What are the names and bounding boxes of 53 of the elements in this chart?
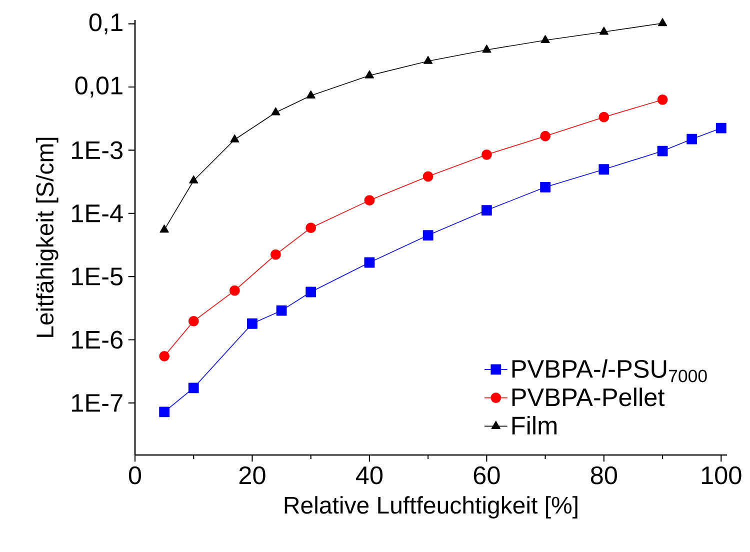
- point: [306, 90, 316, 98]
- point: [540, 182, 550, 192]
- point: [658, 18, 668, 26]
- x-tick-label: 60: [474, 466, 500, 484]
- y-tick-label: 1E-6: [72, 330, 122, 349]
- legend-label: PVBPA-Pellet: [512, 388, 665, 406]
- x-tick-label: 40: [356, 466, 383, 484]
- point: [306, 222, 316, 234]
- point: [657, 146, 668, 156]
- point: [364, 70, 374, 78]
- x-tick-label: 80: [590, 466, 617, 484]
- y-tick-label: 1E-3: [72, 141, 122, 160]
- point: [230, 134, 240, 142]
- point: [598, 164, 610, 175]
- point: [657, 94, 668, 105]
- point: [229, 285, 240, 296]
- point: [540, 35, 550, 44]
- point: [424, 56, 433, 64]
- y-axis-title: Leitfähigkeit [S/cm]: [36, 138, 58, 337]
- y-tick-label: 1E-7: [72, 394, 122, 412]
- y-tick-label: 1E-4: [72, 204, 123, 222]
- point: [482, 44, 492, 53]
- point: [270, 249, 281, 260]
- point: [599, 26, 608, 35]
- point: [686, 134, 698, 144]
- point: [189, 175, 198, 184]
- point: [159, 350, 170, 362]
- x-tick-label: 20: [239, 466, 266, 484]
- point: [159, 406, 170, 418]
- legend-label: Film: [512, 416, 556, 434]
- point: [271, 107, 280, 116]
- point: [716, 122, 726, 134]
- x-tick-label: 0: [128, 466, 142, 484]
- point: [247, 318, 258, 329]
- point: [422, 171, 434, 182]
- y-tick-label: 0,01: [75, 76, 122, 98]
- point: [422, 230, 434, 240]
- y-tick-label: 0,1: [89, 13, 122, 34]
- x-axis-title: Relative Luftfeuchtigkeit [%]: [284, 496, 578, 518]
- x-tick-label: 100: [702, 466, 742, 484]
- point: [481, 205, 492, 216]
- point: [364, 195, 375, 206]
- point: [364, 257, 375, 268]
- y-tick-label: 1E-5: [72, 268, 123, 286]
- point: [276, 305, 287, 316]
- point: [306, 286, 316, 298]
- point: [188, 316, 199, 326]
- point: [540, 130, 550, 142]
- point: [481, 149, 492, 160]
- point: [188, 382, 199, 394]
- point: [160, 224, 169, 233]
- point: [598, 112, 610, 122]
- legend-label: PVBPA-l-PSU$_{7000}$: [512, 359, 707, 382]
